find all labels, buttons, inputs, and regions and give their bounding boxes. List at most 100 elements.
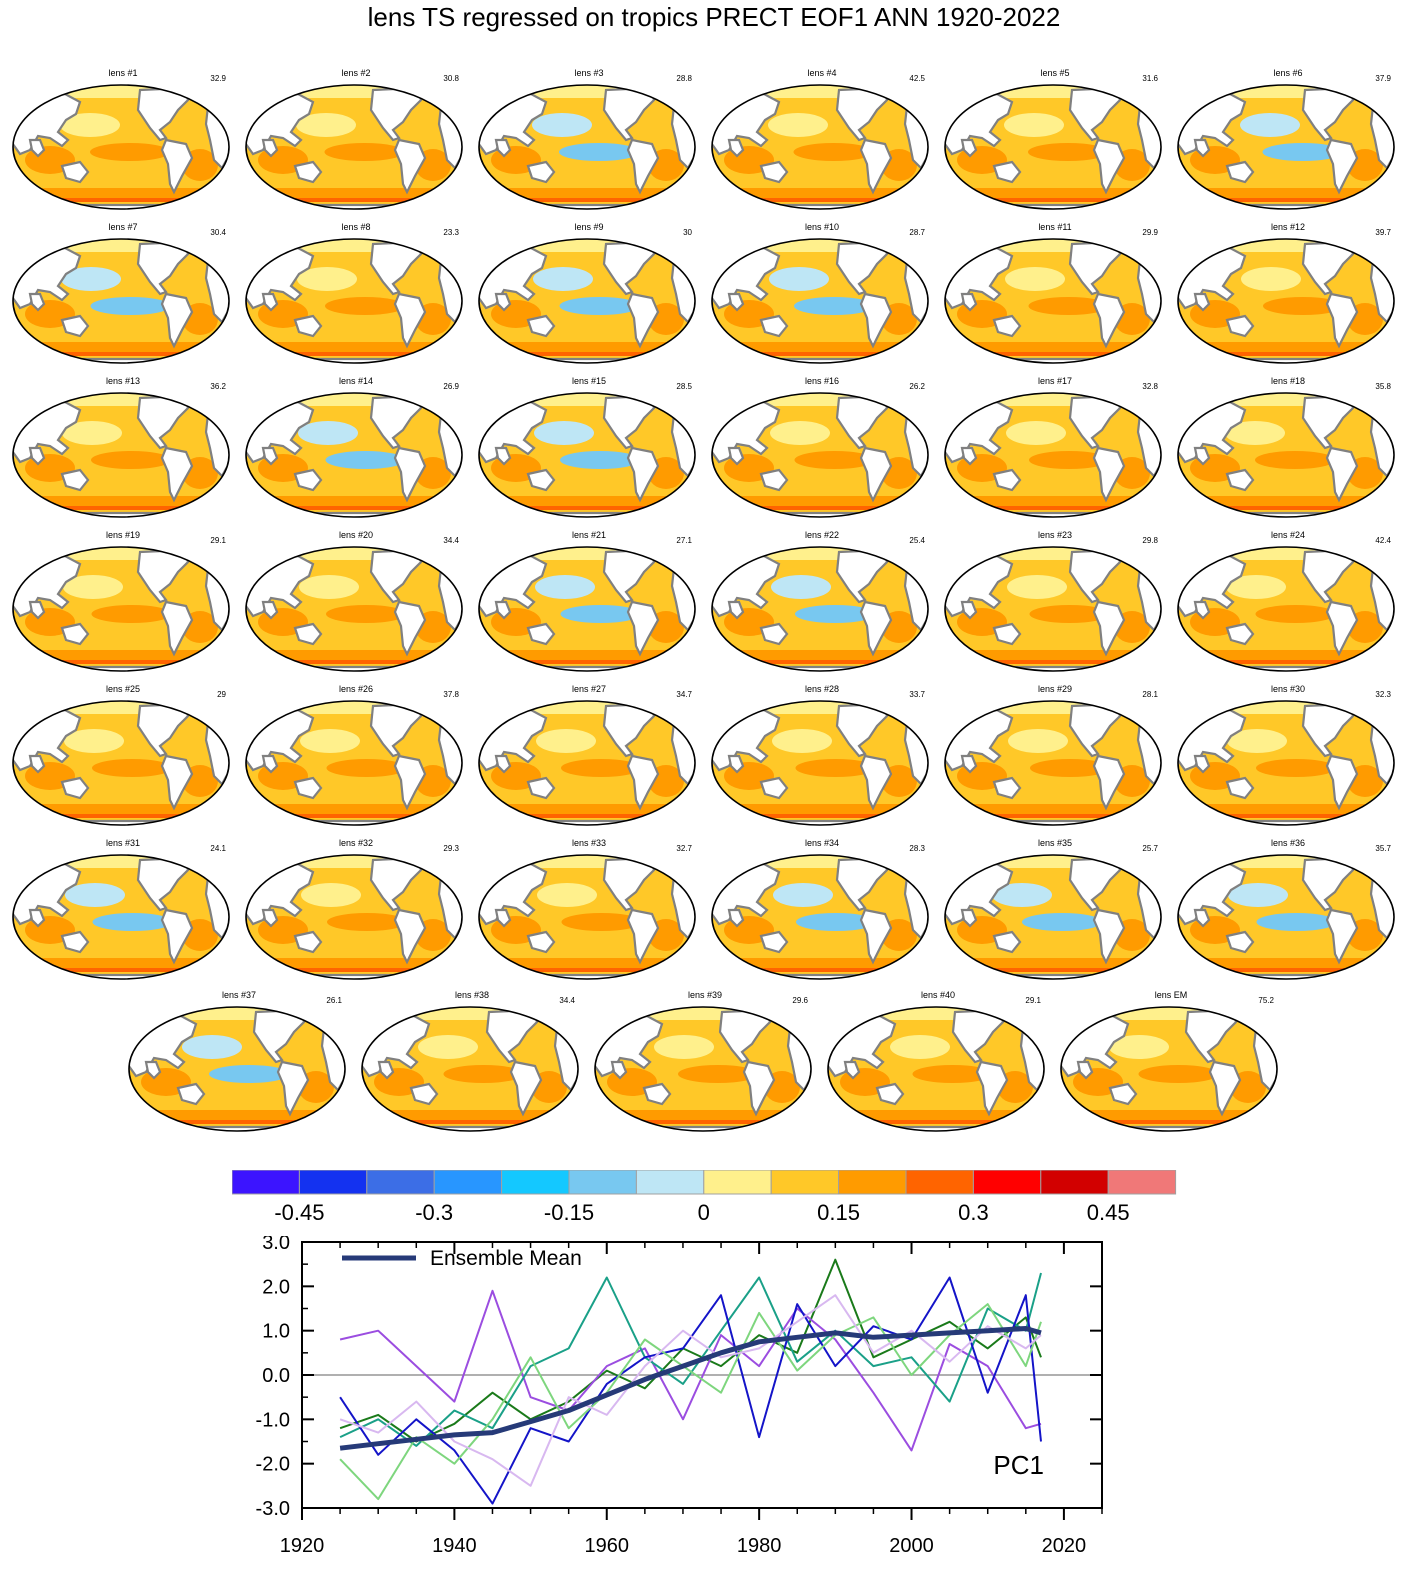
map-panel-variance: 37.9 xyxy=(1375,74,1391,83)
world-map xyxy=(245,238,463,364)
colorbar-swatch xyxy=(703,1170,772,1195)
map-panel: lens #29 28.1 xyxy=(942,684,1168,830)
map-panel: lens #40 29.1 xyxy=(825,990,1051,1136)
map-panel-variance: 26.9 xyxy=(443,382,459,391)
map-panel-variance: 39.7 xyxy=(1375,228,1391,237)
colorbar-label: -0.3 xyxy=(415,1200,453,1225)
world-map xyxy=(827,1006,1045,1132)
map-panel: lens EM 75.2 xyxy=(1058,990,1284,1136)
map-panel: lens #26 37.8 xyxy=(243,684,469,830)
series-line-member xyxy=(339,1276,1042,1505)
series-line-member xyxy=(339,1303,1042,1501)
map-panel: lens #2 30.8 xyxy=(243,68,469,214)
world-map xyxy=(711,700,929,826)
map-panel-title: lens #16 xyxy=(804,376,840,386)
map-panel-variance: 32.3 xyxy=(1375,690,1391,699)
world-map xyxy=(711,854,929,980)
map-panel-title: lens #3 xyxy=(574,68,604,78)
map-panel-title: lens #2 xyxy=(341,68,371,78)
colorbar-swatch xyxy=(905,1170,974,1195)
chart-title: lens TS regressed on tropics PRECT EOF1 … xyxy=(367,2,1061,32)
y-tick-label: -3.0 xyxy=(256,1498,290,1520)
map-panel: lens #31 24.1 xyxy=(10,838,236,984)
world-map xyxy=(12,238,230,364)
map-panel-title: lens #39 xyxy=(687,990,723,1000)
map-panel-variance: 29.6 xyxy=(792,996,808,1005)
map-panel-title: lens #5 xyxy=(1040,68,1070,78)
world-map xyxy=(1060,1006,1278,1132)
map-panel-title: lens #9 xyxy=(574,222,604,232)
map-panel-variance: 32.8 xyxy=(1142,382,1158,391)
colorbar-swatch xyxy=(433,1170,503,1195)
world-map xyxy=(12,546,230,672)
map-panel-variance: 29 xyxy=(217,690,226,699)
colorbar-swatch xyxy=(770,1170,840,1195)
map-panel-title: lens #30 xyxy=(1270,684,1306,694)
world-map xyxy=(478,84,696,210)
world-map xyxy=(361,1006,579,1132)
map-panel: lens #22 25.4 xyxy=(709,530,935,676)
map-panel-variance: 30.4 xyxy=(210,228,226,237)
map-panel: lens #14 26.9 xyxy=(243,376,469,522)
x-tick-label: 2000 xyxy=(889,1535,934,1557)
map-panel-variance: 31.6 xyxy=(1142,74,1158,83)
colorbar-swatch xyxy=(1107,1170,1177,1195)
map-panel-title: lens #4 xyxy=(807,68,837,78)
x-tick-label: 1980 xyxy=(737,1535,782,1557)
world-map xyxy=(478,854,696,980)
world-map xyxy=(478,546,696,672)
map-panel-variance: 75.2 xyxy=(1258,996,1274,1005)
map-panel-variance: 35.8 xyxy=(1375,382,1391,391)
world-map xyxy=(1177,392,1395,518)
map-panel-title: lens #37 xyxy=(221,990,257,1000)
map-panel-variance: 28.1 xyxy=(1142,690,1158,699)
map-panel-variance: 28.3 xyxy=(909,844,925,853)
world-map xyxy=(944,854,1162,980)
map-panel-variance: 28.8 xyxy=(676,74,692,83)
world-map xyxy=(1177,84,1395,210)
map-panel-title: lens #15 xyxy=(571,376,607,386)
map-panel: lens #16 26.2 xyxy=(709,376,935,522)
colorbar-swatch xyxy=(635,1170,705,1195)
world-map xyxy=(12,84,230,210)
map-panel: lens #39 29.6 xyxy=(592,990,818,1136)
map-panel-title: lens #40 xyxy=(920,990,956,1000)
map-panel: lens #7 30.4 xyxy=(10,222,236,368)
map-panel: lens #24 42.4 xyxy=(1175,530,1401,676)
map-panel-variance: 34.4 xyxy=(559,996,575,1005)
y-tick-label: -1.0 xyxy=(256,1409,290,1431)
world-map xyxy=(12,392,230,518)
colorbar-swatch xyxy=(972,1170,1042,1195)
world-map xyxy=(711,546,929,672)
world-map xyxy=(711,238,929,364)
world-map xyxy=(594,1006,812,1132)
x-tick-label: 2020 xyxy=(1042,1535,1087,1557)
colorbar-label: 0 xyxy=(698,1200,710,1225)
map-panel: lens #32 29.3 xyxy=(243,838,469,984)
map-panel: lens #21 27.1 xyxy=(476,530,702,676)
x-tick-label: 1940 xyxy=(432,1535,477,1557)
map-panel-title: lens #23 xyxy=(1037,530,1073,540)
map-panel-variance: 27.1 xyxy=(676,536,692,545)
map-panel-variance: 28.7 xyxy=(909,228,925,237)
map-panel-variance: 34.4 xyxy=(443,536,459,545)
world-map xyxy=(245,854,463,980)
world-map xyxy=(245,546,463,672)
map-panel-variance: 36.2 xyxy=(210,382,226,391)
map-panel-title: lens #38 xyxy=(454,990,490,1000)
map-panel-variance: 26.1 xyxy=(326,996,342,1005)
y-tick-label: 1.0 xyxy=(262,1321,290,1343)
map-panel: lens #30 32.3 xyxy=(1175,684,1401,830)
world-map xyxy=(128,1006,346,1132)
world-map xyxy=(944,392,1162,518)
map-panel-variance: 34.7 xyxy=(676,690,692,699)
y-tick-label: 2.0 xyxy=(262,1276,290,1298)
world-map xyxy=(12,700,230,826)
world-map xyxy=(711,84,929,210)
world-map xyxy=(245,392,463,518)
world-map xyxy=(1177,238,1395,364)
map-panel: lens #4 42.5 xyxy=(709,68,935,214)
map-panel: lens #18 35.8 xyxy=(1175,376,1401,522)
map-panel-variance: 23.3 xyxy=(443,228,459,237)
map-panel: lens #25 29 xyxy=(10,684,236,830)
